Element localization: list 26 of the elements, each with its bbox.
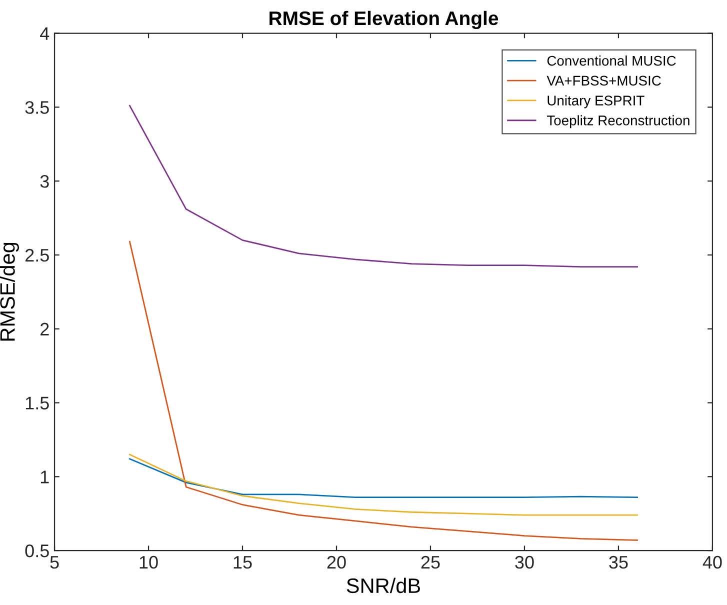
x-tick-label: 15: [234, 556, 252, 569]
x-tick-label: 20: [327, 556, 346, 569]
legend-label: VA+FBSS+MUSIC: [546, 76, 661, 86]
y-tick-label: 3: [40, 175, 49, 188]
x-tick-label: 25: [421, 556, 440, 569]
x-tick-label: 40: [702, 556, 722, 569]
y-tick-label: 0.5: [25, 544, 49, 558]
legend-label: Unitary ESPRIT: [548, 95, 644, 108]
y-axis-title: RMSE/deg: [0, 242, 20, 341]
line-series: [129, 454, 638, 516]
y-tick-label: 2: [40, 322, 49, 336]
y-tick-label: 1.5: [26, 396, 49, 410]
x-tick-label: 5: [50, 556, 59, 569]
y-tick-label: 1: [41, 470, 49, 484]
legend-label: Toeplitz Reconstruction: [546, 115, 690, 128]
x-tick-label: 10: [140, 556, 158, 569]
line-series: [129, 240, 638, 541]
y-tick-label: 3.5: [25, 101, 49, 114]
y-tick-label: 4: [40, 27, 50, 40]
y-tick-label: 2.5: [25, 248, 49, 262]
chart-title: RMSE of Elevation Angle: [270, 10, 498, 30]
x-tick-label: 30: [515, 556, 534, 569]
legend-label: Conventional MUSIC: [547, 55, 676, 66]
x-axis-title: SNR/dB: [346, 578, 420, 594]
line-series: [129, 458, 638, 498]
x-tick-label: 35: [609, 556, 628, 569]
